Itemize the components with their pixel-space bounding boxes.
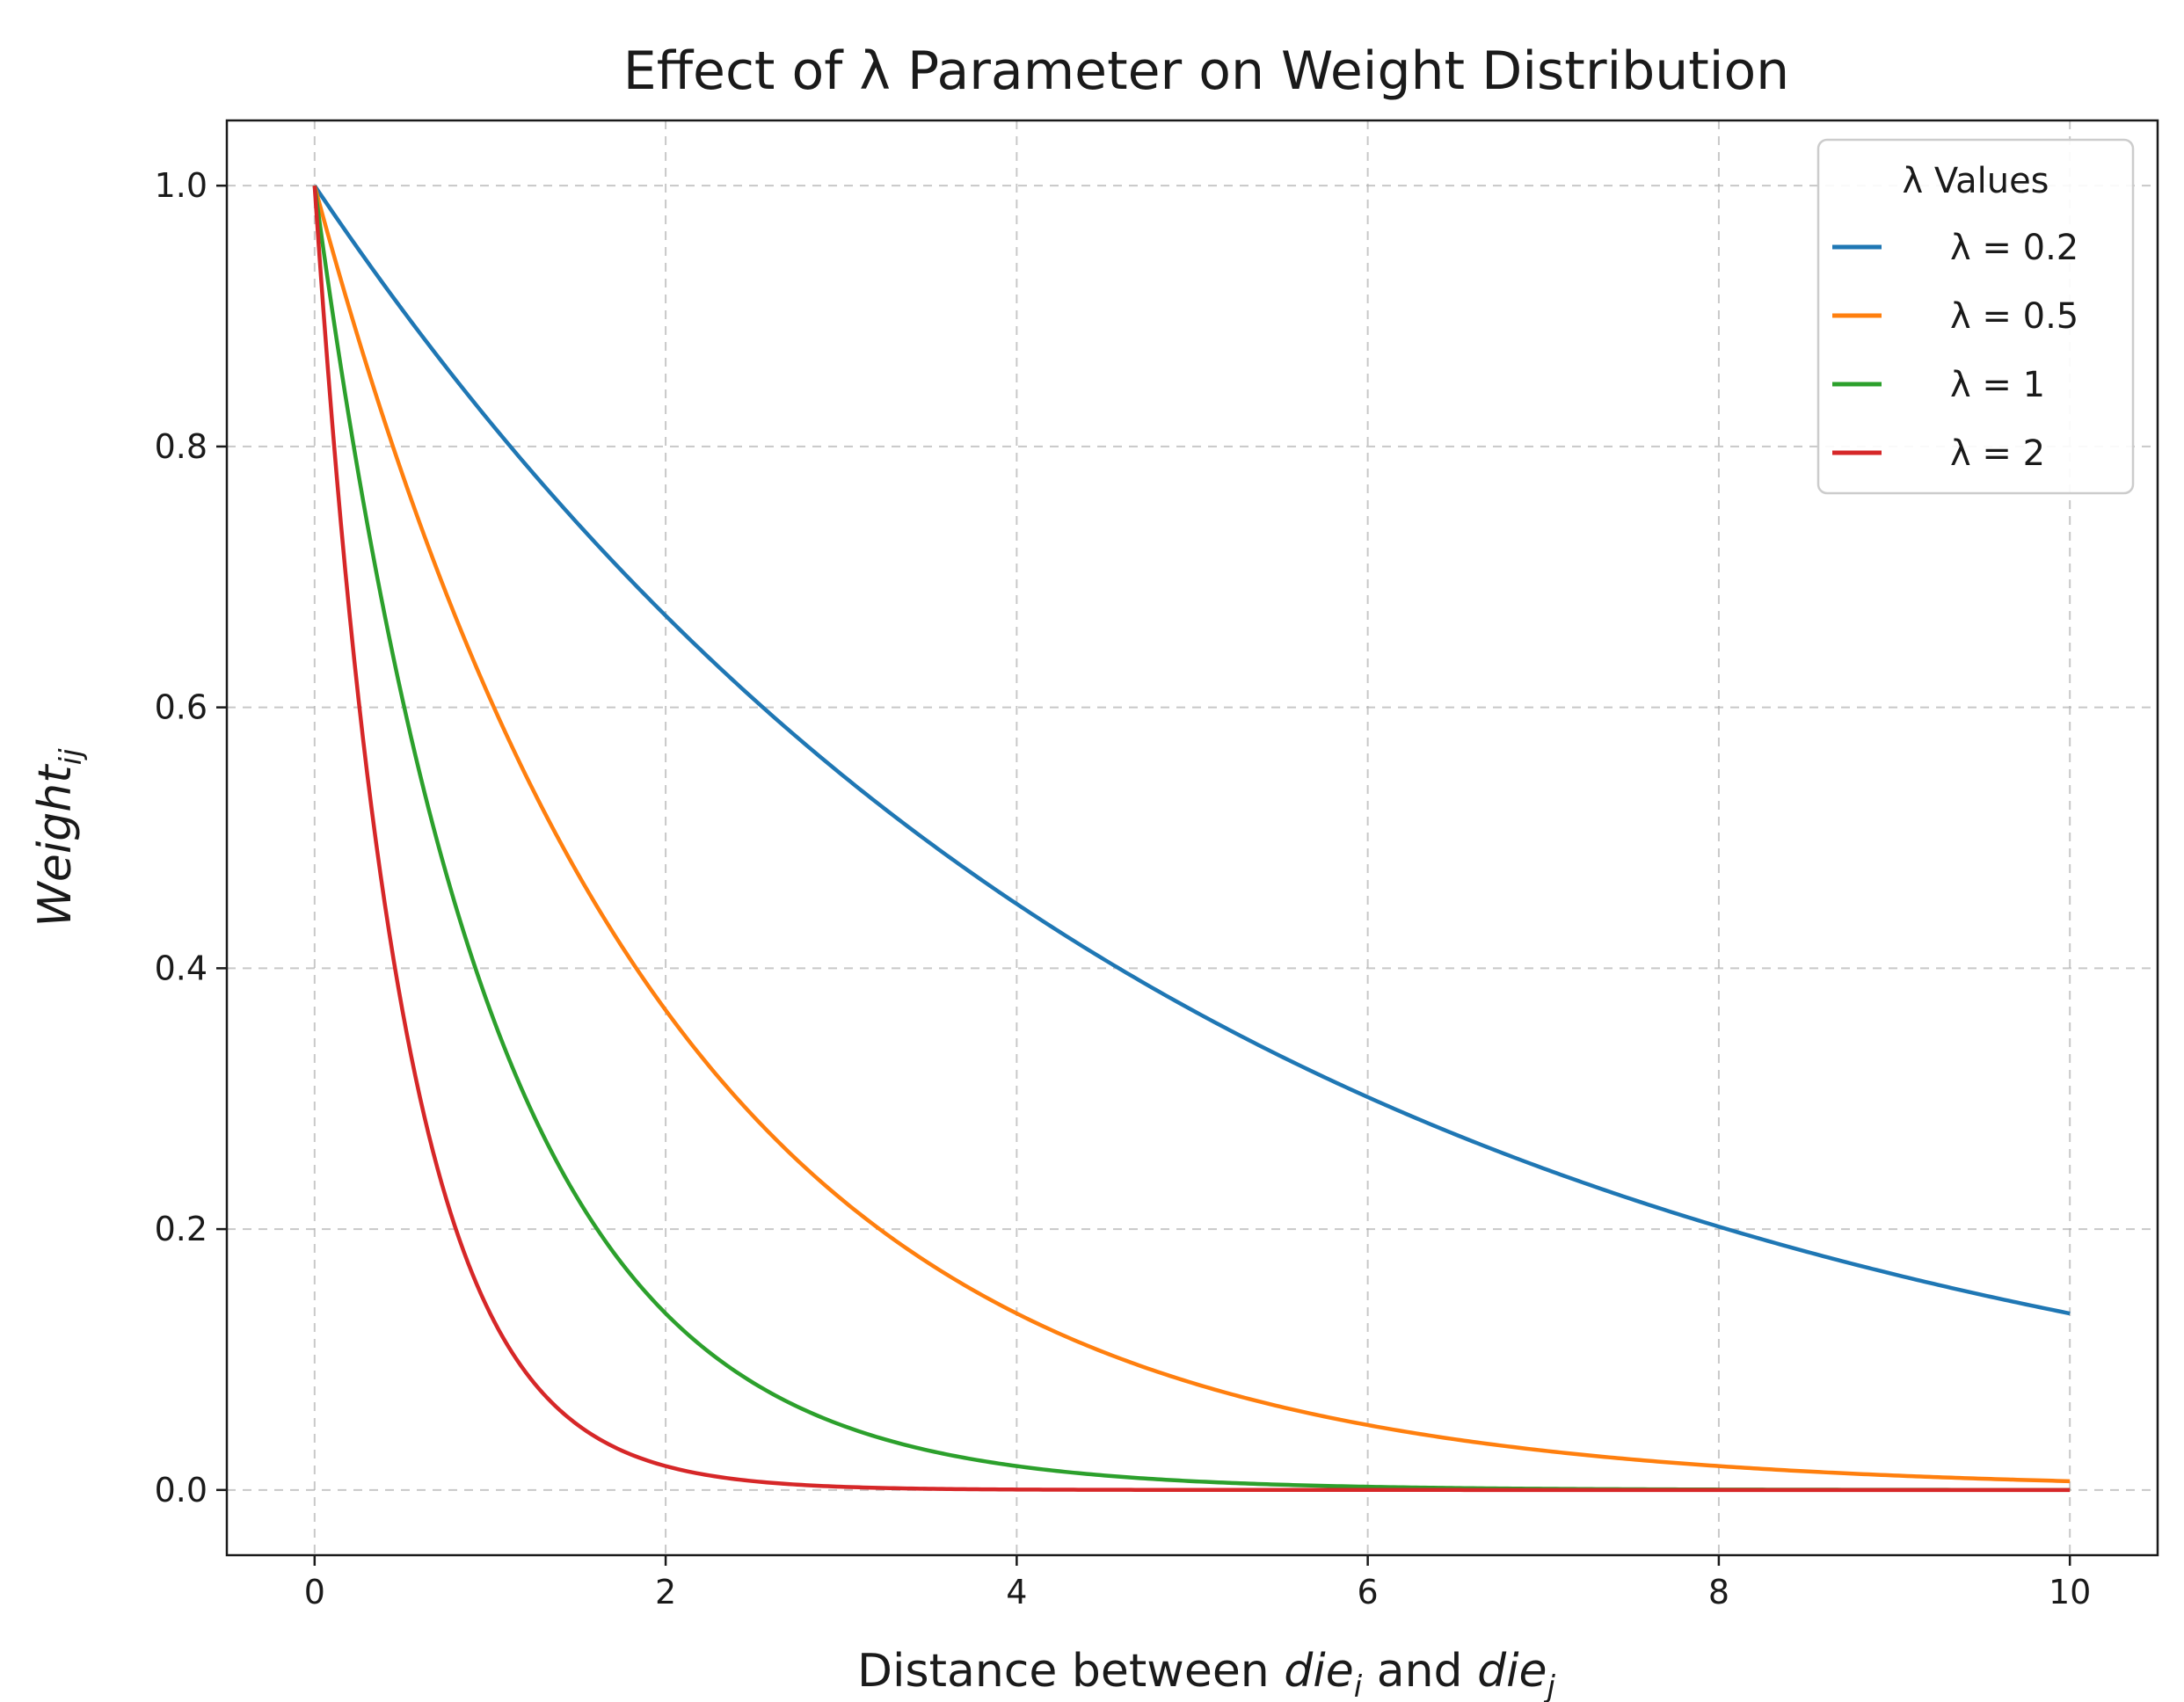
legend-label-2: λ = 1 [1950,365,2045,405]
legend-title: λ Values [1902,161,2049,201]
series-line-0 [312,184,2071,1316]
x-tick-label: 6 [1358,1573,1379,1611]
y-axis-ticks: 0.0 0.2 0.4 0.6 0.8 1.0 [155,166,227,1509]
x-tick-label: 0 [304,1573,325,1611]
legend-label-3: λ = 2 [1950,433,2045,474]
legend-label-1: λ = 0.5 [1950,296,2078,337]
legend-label-0: λ = 0.2 [1950,228,2078,268]
y-tick-label: 0.2 [155,1210,207,1248]
x-tick-label: 4 [1006,1573,1027,1611]
legend: λ Values λ = 0.2 λ = 0.5 λ = 1 λ = 2 [1816,138,2135,495]
chart-title: Effect of λ Parameter on Weight Distribu… [623,40,1789,102]
x-tick-label: 8 [1708,1573,1729,1611]
x-tick-label: 10 [2049,1573,2091,1611]
series-lines [312,184,2071,1493]
y-tick-label: 1.0 [155,166,207,205]
legend-box [1816,138,2135,495]
y-axis-label: Weightij [29,748,89,927]
x-axis-ticks: 0 2 4 6 8 10 [304,1555,2091,1611]
x-tick-label: 2 [655,1573,676,1611]
legend-items: λ = 0.2 λ = 0.5 λ = 1 λ = 2 [1832,228,2078,474]
x-axis-label: Distance between diei and diej [857,1645,1556,1702]
series-line-2 [312,185,2071,1492]
series-line-3 [312,185,2071,1493]
y-tick-label: 0.4 [155,949,207,987]
y-tick-label: 0.8 [155,427,207,466]
plot-frame [225,119,2159,1557]
series-line-1 [312,185,2071,1484]
y-tick-label: 0.0 [155,1471,207,1509]
y-tick-label: 0.6 [155,688,207,727]
